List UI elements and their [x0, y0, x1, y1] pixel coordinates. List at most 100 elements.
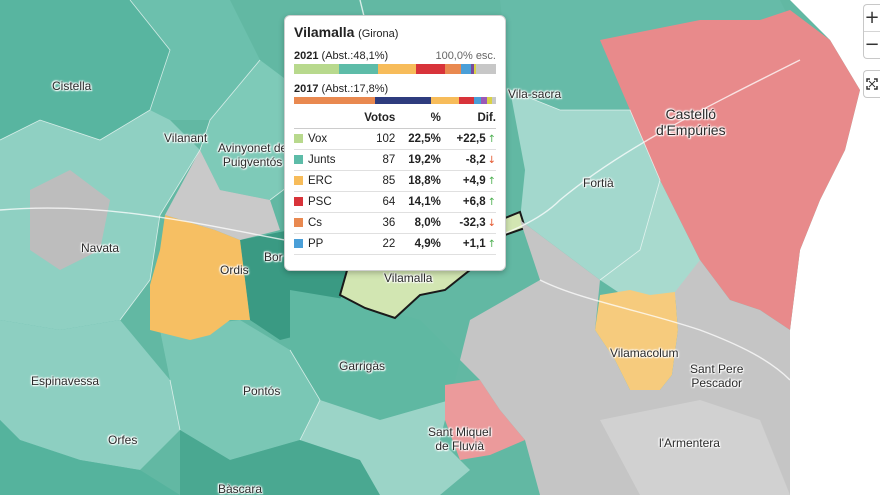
bar-2021-segment [339, 64, 379, 74]
region-garrigas[interactable] [290, 290, 460, 420]
year-2021-label: 2021 [294, 50, 319, 62]
bar-2017-segment [430, 97, 459, 104]
bar-2017-segment [375, 97, 431, 104]
bar-2021-segment [444, 64, 461, 74]
scrutinized-percent: 100,0% esc. [435, 50, 496, 62]
party-row: ERC 85 18,8% +4,9 ↑ [294, 170, 496, 192]
bar-2021-segment [476, 64, 496, 74]
label-pontos: Pontós [243, 384, 281, 398]
party-name: PP [308, 238, 324, 250]
region-south-central[interactable] [300, 400, 470, 495]
bar-2021-segment [416, 64, 445, 74]
bar-2017-segment [294, 97, 376, 104]
party-votes: 64 [351, 191, 396, 213]
arrow-up-icon: ↑ [487, 134, 496, 145]
party-percent: 14,1% [395, 191, 441, 213]
party-row: Cs 36 8,0% -32,3 ↓ [294, 212, 496, 234]
arrow-down-icon: ↓ [487, 155, 496, 166]
bar-2017-segment [491, 97, 496, 104]
party-cell: Cs [294, 212, 352, 234]
region-fortia[interactable] [510, 90, 660, 280]
header-party [294, 110, 352, 129]
region-ordis[interactable] [150, 215, 250, 340]
label-castello: Castelló d'Empúries [656, 106, 726, 138]
arrow-up-icon: ↑ [487, 197, 496, 208]
party-cell: Vox [294, 128, 352, 150]
party-name: Junts [308, 154, 336, 166]
year-2021-abstention: (Abst.:48,1%) [321, 50, 389, 62]
bar-2017-segment [458, 97, 474, 104]
arrow-up-icon: ↑ [487, 239, 496, 250]
fullscreen-icon [866, 78, 878, 90]
party-votes: 87 [351, 149, 396, 171]
municipality-name: Vilamalla [294, 24, 355, 40]
sea [790, 0, 880, 495]
party-name: Vox [308, 133, 328, 145]
region-armentera[interactable] [600, 400, 790, 495]
label-orfes: Orfes [108, 433, 138, 447]
region-orfes[interactable] [0, 420, 180, 495]
party-row: PSC 64 14,1% +6,8 ↑ [294, 191, 496, 213]
party-votes: 85 [351, 170, 396, 192]
label-fortia: Fortià [583, 176, 614, 190]
region-avinyonet[interactable] [200, 60, 310, 200]
party-row: Vox 102 22,5% +22,5 ↑ [294, 128, 496, 150]
tooltip-title: Vilamalla (Girona) [294, 24, 496, 40]
party-diff-cell: +22,5 ↑ [440, 128, 496, 150]
party-cell: PSC [294, 191, 352, 213]
label-vilanant: Vilanant [164, 131, 208, 145]
party-row: Junts 87 19,2% -8,2 ↓ [294, 149, 496, 171]
label-espinavessa: Espinavessa [31, 374, 100, 388]
party-diff: +22,5 [456, 133, 486, 145]
label-bascara: Bàscara [218, 482, 263, 495]
arrow-down-icon: ↓ [487, 218, 496, 229]
zoom-in-button[interactable]: + [864, 7, 880, 28]
year-2017-label: 2017 [294, 83, 319, 95]
zoom-control: + − [863, 4, 880, 59]
bar-2017-segment [473, 97, 482, 104]
bar-2017-segment [481, 97, 488, 104]
results-table: Votos % Dif. Vox 102 22,5% +22,5 ↑ Junts 87 19,… [294, 110, 496, 255]
party-name: PSC [308, 196, 332, 208]
party-percent: 18,8% [395, 170, 441, 192]
bar-2017-segment [487, 97, 492, 104]
label-vilamalla: Vilamalla [384, 271, 433, 285]
region-vilanant[interactable] [130, 0, 260, 120]
results-bar-2017 [294, 97, 496, 104]
label-armentera: l'Armentera [659, 436, 720, 450]
label-sant-pere: Sant Pere Pescador [690, 362, 744, 390]
label-garrigas: Garrigàs [339, 359, 386, 373]
label-ordis: Ordis [220, 263, 249, 277]
region-cistella[interactable] [0, 0, 170, 140]
province-name: (Girona) [358, 28, 399, 40]
region-bascara[interactable] [180, 430, 380, 495]
fullscreen-button[interactable] [863, 70, 880, 98]
header-dif: Dif. [440, 110, 496, 129]
party-percent: 4,9% [395, 233, 441, 255]
zoom-out-button[interactable]: − [864, 31, 880, 58]
region-vilamacolum[interactable] [595, 290, 678, 390]
party-diff: +4,9 [462, 175, 486, 187]
region-grey-west[interactable] [30, 170, 110, 270]
party-diff-cell: +1,1 ↑ [440, 233, 496, 255]
party-swatch [294, 155, 303, 164]
header-votes: Votos [351, 110, 396, 129]
region-espinavessa[interactable] [0, 320, 180, 470]
label-sant-miquel: Sant Miquel de Fluvià [428, 425, 492, 453]
party-row: PP 22 4,9% +1,1 ↑ [294, 233, 496, 255]
party-cell: Junts [294, 149, 352, 171]
party-swatch [294, 218, 303, 227]
bar-2021-segment [378, 64, 417, 74]
region-pontos[interactable] [160, 320, 320, 460]
region-castello[interactable] [600, 10, 860, 330]
header-pct: % [395, 110, 441, 129]
results-tooltip: Vilamalla (Girona) 2021 (Abst.:48,1%) 10… [284, 15, 506, 271]
party-diff: +1,1 [462, 238, 486, 250]
year-2017-abstention: (Abst.:17,8%) [321, 83, 389, 95]
year-2017-row: 2017 (Abst.:17,8%) [294, 83, 496, 95]
region-sant-miquel[interactable] [445, 380, 525, 460]
bar-2021-segment [294, 64, 340, 74]
region-grey-center[interactable] [165, 150, 280, 240]
party-diff: -32,3 [459, 217, 486, 229]
party-diff-cell: +6,8 ↑ [440, 191, 496, 213]
